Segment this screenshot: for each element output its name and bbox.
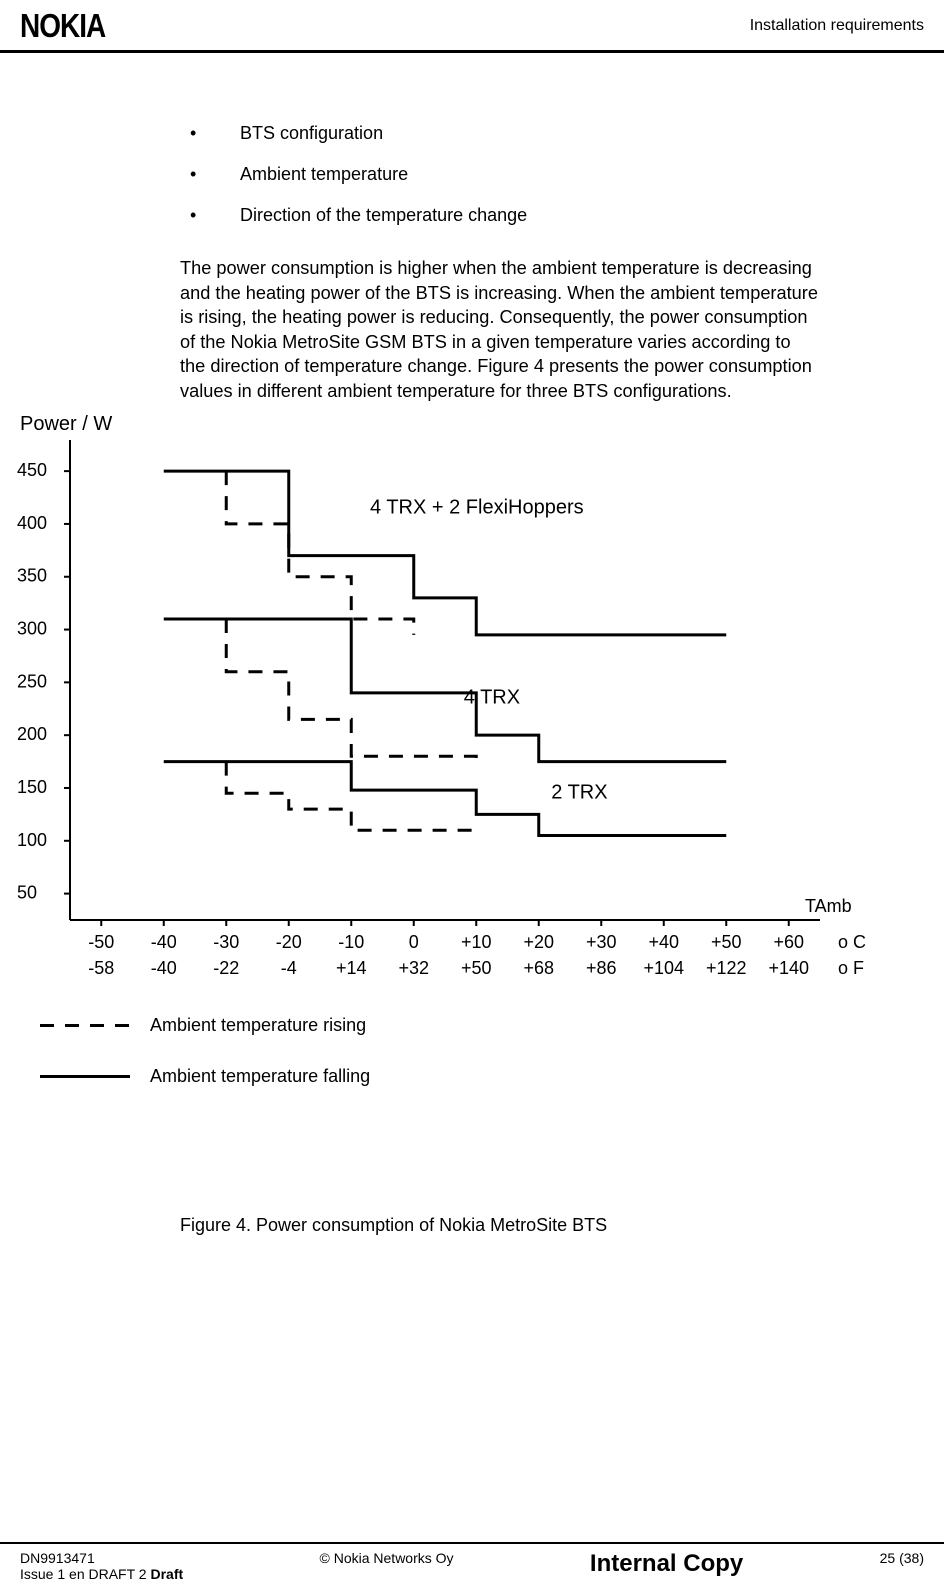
bullet-text: Ambient temperature [240, 164, 408, 185]
svg-text:+140: +140 [768, 958, 809, 978]
svg-text:+14: +14 [336, 958, 367, 978]
svg-text:-58: -58 [88, 958, 114, 978]
nokia-logo: NOKIA [20, 7, 105, 45]
svg-text:-20: -20 [276, 932, 302, 952]
bullet-item: • Direction of the temperature change [180, 205, 820, 226]
bullet-icon: • [180, 123, 240, 144]
body-content: • BTS configuration • Ambient temperatur… [0, 53, 840, 403]
svg-text:+32: +32 [398, 958, 429, 978]
svg-text:+104: +104 [643, 958, 684, 978]
svg-text:-50: -50 [88, 932, 114, 952]
svg-text:100: 100 [17, 830, 47, 850]
svg-text:+30: +30 [586, 932, 617, 952]
svg-text:-22: -22 [213, 958, 239, 978]
svg-text:350: 350 [17, 566, 47, 586]
power-consumption-chart: Power / W 50 100 150 200 250 300 350 400 450 -50 -5… [10, 400, 930, 1080]
svg-text:4 TRX: 4 TRX [464, 686, 520, 708]
svg-text:-40: -40 [151, 932, 177, 952]
page-header: NOKIA Installation requirements [0, 0, 944, 53]
svg-text:400: 400 [17, 513, 47, 533]
svg-text:-30: -30 [213, 932, 239, 952]
svg-text:o C: o C [838, 932, 866, 952]
footer-classification: Internal Copy [590, 1550, 743, 1578]
bullet-icon: • [180, 164, 240, 185]
header-title: Installation requirements [750, 17, 924, 35]
svg-text:2 TRX: 2 TRX [551, 782, 607, 804]
body-paragraph: The power consumption is higher when the… [180, 256, 820, 403]
svg-text:-4: -4 [281, 958, 297, 978]
footer-doc-id: DN9913471 [20, 1550, 183, 1566]
bullet-text: Direction of the temperature change [240, 205, 527, 226]
svg-text:+20: +20 [523, 932, 554, 952]
footer-copyright: © Nokia Networks Oy [320, 1550, 454, 1566]
legend-item-falling: Ambient temperature falling [40, 1066, 370, 1087]
svg-text:TAmb: TAmb [805, 896, 852, 916]
footer-left: DN9913471 Issue 1 en DRAFT 2 Draft [20, 1550, 183, 1582]
svg-text:50: 50 [17, 883, 37, 903]
svg-text:4 TRX + 2 FlexiHoppers: 4 TRX + 2 FlexiHoppers [370, 496, 584, 518]
svg-text:-10: -10 [338, 932, 364, 952]
bullet-list: • BTS configuration • Ambient temperatur… [180, 123, 820, 226]
legend-label: Ambient temperature falling [150, 1066, 370, 1087]
svg-text:-40: -40 [151, 958, 177, 978]
svg-text:+60: +60 [773, 932, 804, 952]
chart-svg: Power / W 50 100 150 200 250 300 350 400 450 -50 -5… [10, 400, 930, 1020]
bullet-text: BTS configuration [240, 123, 383, 144]
legend-dashed-line-icon [40, 1024, 130, 1027]
svg-text:200: 200 [17, 724, 47, 744]
svg-text:o F: o F [838, 958, 864, 978]
legend-item-rising: Ambient temperature rising [40, 1015, 370, 1036]
svg-text:450: 450 [17, 460, 47, 480]
svg-text:+122: +122 [706, 958, 747, 978]
legend-label: Ambient temperature rising [150, 1015, 366, 1036]
bullet-icon: • [180, 205, 240, 226]
page-footer: DN9913471 Issue 1 en DRAFT 2 Draft © Nok… [0, 1542, 944, 1592]
footer-issue: Issue 1 en DRAFT 2 Draft [20, 1566, 183, 1582]
chart-legend: Ambient temperature rising Ambient tempe… [40, 1015, 370, 1117]
footer-page-number: 25 (38) [880, 1550, 924, 1566]
bullet-item: • BTS configuration [180, 123, 820, 144]
svg-text:+86: +86 [586, 958, 617, 978]
svg-text:150: 150 [17, 777, 47, 797]
svg-text:+10: +10 [461, 932, 492, 952]
svg-text:+50: +50 [711, 932, 742, 952]
svg-text:+50: +50 [461, 958, 492, 978]
legend-solid-line-icon [40, 1075, 130, 1078]
svg-text:300: 300 [17, 619, 47, 639]
svg-text:+68: +68 [523, 958, 554, 978]
svg-text:Power / W: Power / W [20, 413, 112, 435]
svg-text:+40: +40 [648, 932, 679, 952]
figure-caption: Figure 4. Power consumption of Nokia Met… [180, 1215, 607, 1236]
svg-text:0: 0 [409, 932, 419, 952]
svg-text:250: 250 [17, 671, 47, 691]
bullet-item: • Ambient temperature [180, 164, 820, 185]
